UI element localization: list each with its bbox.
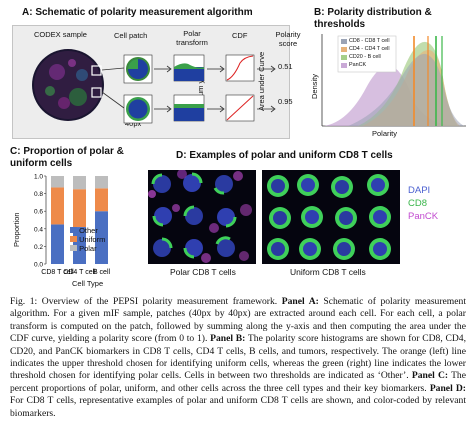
bar-uniform-cd8-t-cell <box>51 187 64 225</box>
y-tick-label: 1.0 <box>34 174 43 181</box>
polar-cells-grid <box>148 169 256 264</box>
uniform-cell-2 <box>297 174 319 196</box>
uniform-cell-3 <box>331 176 353 198</box>
uniform-cells-label: Uniform CD8 T cells <box>290 267 366 277</box>
caption-panel-a-head: Panel A: <box>281 296 319 307</box>
patch-marker-2 <box>91 87 102 98</box>
cell-patch-2 <box>123 94 153 124</box>
cd8-density <box>348 53 464 126</box>
panel-d-legend: DAPI CD8 PanCK <box>408 184 438 223</box>
uniform-cell-9 <box>267 238 289 260</box>
polarity-score-value-2: 0.95 <box>278 97 293 106</box>
y-tick-label: 0.8 <box>34 191 43 198</box>
legend-uniform: Uniform <box>70 235 110 244</box>
cell-patch-1 <box>123 54 153 84</box>
polarity-score-label: Polarity score <box>275 30 301 48</box>
panel-a-graphics <box>32 49 276 124</box>
caption-intro: Overview of the PEPSI polarity measureme… <box>37 296 282 307</box>
codex-sample-label: CODEX sample <box>34 30 87 39</box>
cdf-curve-2 <box>225 94 255 122</box>
legend-polar: Polar <box>70 244 110 253</box>
legend-panck: PanCK <box>349 62 367 68</box>
polar-cell-2 <box>177 169 203 192</box>
legend-cd20: CD20 - B cell <box>349 54 381 60</box>
panel-a-title: A: Schematic of polarity measurement alg… <box>22 7 253 18</box>
uniform-cell-12 <box>369 238 391 260</box>
bar-polar-cd8-t-cell <box>51 176 64 188</box>
bar-polar-b-cell <box>95 176 108 189</box>
caption-panel-d-head: Panel D: <box>429 382 466 394</box>
uniform-cell-6 <box>301 206 323 228</box>
bar-other-b-cell <box>95 211 108 264</box>
x-tick-label: B cell <box>93 269 111 276</box>
caption-panel-c-text: The percent proportions of polar, unifor… <box>10 370 466 394</box>
polar-cell-8 <box>153 237 173 257</box>
uniform-cells-grid <box>262 170 400 264</box>
polar-cells-label: Polar CD8 T cells <box>170 267 236 277</box>
polar-cell-3 <box>213 171 243 195</box>
legend-cd8-marker: CD8 <box>408 198 428 209</box>
legend-other: Other <box>70 226 110 235</box>
bar-uniform-b-cell <box>95 188 108 212</box>
uniform-cell-11 <box>333 238 355 260</box>
panel-b-histogram <box>321 34 466 127</box>
uniform-cell-10 <box>299 238 321 260</box>
cell-patch-label: Cell patch <box>114 31 148 40</box>
y-tick-label: 0.0 <box>34 262 43 269</box>
legend-dapi: DAPI <box>408 185 431 196</box>
x-tick-label: CD4 T cell <box>63 269 96 276</box>
caption-fig-label: Fig. 1: <box>10 296 38 307</box>
panel-b-title: B: Polarity distribution & thresholds <box>314 7 432 30</box>
uniform-cell-4 <box>367 174 389 196</box>
polar-cell-9 <box>183 239 211 263</box>
legend-cd8: CD8 - CD8 T cell <box>349 38 390 44</box>
cdf-curve-1 <box>225 54 255 82</box>
y-tick-label: 0.2 <box>34 244 43 251</box>
bar-polar-cd4-t-cell <box>73 176 86 190</box>
y-tick-label: 0.4 <box>34 226 43 233</box>
bar-uniform-cd4-t-cell <box>73 189 86 228</box>
legend-panck-marker: PanCK <box>408 211 439 222</box>
polar-transform-1 <box>173 54 205 82</box>
figure-caption: Fig. 1: Overview of the PEPSI polarity m… <box>10 296 466 420</box>
patch-size-label: 40px <box>125 119 142 128</box>
panel-b-xlabel: Polarity <box>372 129 398 138</box>
polar-cell-6 <box>183 205 203 225</box>
panel-b-legend-box <box>337 35 397 73</box>
polar-transform-label: Polar transform <box>176 29 208 47</box>
panel-c-xlabel: Cell Type <box>72 279 104 288</box>
y-tick-label: 0.6 <box>34 209 43 216</box>
panel-c-ylabel: Proportion <box>12 212 21 247</box>
uniform-cell-5 <box>269 207 291 229</box>
panel-d-title: D: Examples of polar and uniform CD8 T c… <box>176 150 393 161</box>
patch-marker-1 <box>91 65 102 76</box>
uniform-cell-8 <box>369 206 391 228</box>
panel-c-legend: Other Uniform Polar <box>70 226 110 253</box>
panel-c-title: C: Proportion of polar & uniform cells <box>10 146 124 169</box>
caption-panel-c-head: Panel C: <box>411 370 449 382</box>
legend-cd4: CD4 - CD4 T cell <box>349 46 390 52</box>
polar-cell-5 <box>152 204 180 227</box>
bar-other-cd8-t-cell <box>51 224 64 264</box>
uniform-cell-7 <box>335 207 357 229</box>
polar-cell-10 <box>215 236 249 261</box>
x-tick-label: CD8 T cell <box>41 269 74 276</box>
uniform-cell-1 <box>267 175 289 197</box>
caption-panel-d-text: For CD8 T cells, representative examples… <box>10 395 466 419</box>
polarity-score-value-1: 0.51 <box>278 62 293 71</box>
polar-cell-4 <box>240 204 252 216</box>
cdf-label: CDF <box>232 31 248 40</box>
caption-panel-b-head: Panel B: <box>210 333 246 345</box>
polar-transform-2 <box>173 94 205 122</box>
codex-sample-image <box>32 49 104 121</box>
caption-panel-b-text: The polarity score histograms are shown … <box>10 333 466 382</box>
polar-cell-7 <box>209 208 237 233</box>
caption-panel-a-text: Schematic of polarity measurement algori… <box>10 296 466 345</box>
polar-cell-1 <box>148 173 171 198</box>
